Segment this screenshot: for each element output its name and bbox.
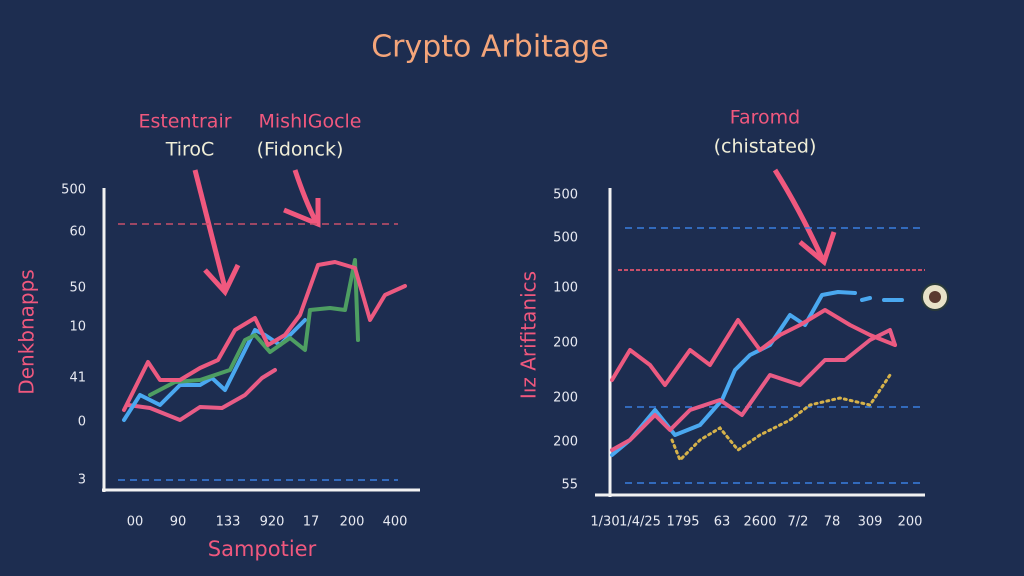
x-tick-label: 1/30 bbox=[590, 515, 619, 530]
line-fragment bbox=[860, 296, 904, 302]
x-tick-label: 7/2 bbox=[788, 515, 809, 530]
x-tick-label: 200 bbox=[898, 515, 923, 530]
y-tick-label: 200 bbox=[553, 336, 578, 351]
y-tick-label: 10 bbox=[69, 320, 86, 335]
y-axis-label: Iız Arifitanics bbox=[517, 271, 541, 399]
title: Crypto Arbitage bbox=[371, 30, 609, 65]
annotation: TiroC bbox=[165, 139, 215, 161]
annotation: (Fidonck) bbox=[257, 139, 344, 161]
y-tick-label: 100 bbox=[553, 281, 578, 296]
x-tick-label: 920 bbox=[260, 515, 285, 530]
x-tick-label: 17 bbox=[303, 515, 320, 530]
x-tick-label: 1/4/25 bbox=[619, 515, 661, 530]
y-tick-label: 500 bbox=[553, 188, 578, 203]
x-tick-label: 90 bbox=[170, 515, 187, 530]
annotation: MishIGocle bbox=[259, 111, 362, 133]
annotation: Faromd bbox=[730, 107, 800, 129]
y-tick-label: 41 bbox=[69, 371, 86, 386]
line bbox=[610, 308, 897, 387]
y-tick-label: 200 bbox=[553, 391, 578, 406]
line bbox=[610, 328, 897, 452]
line bbox=[670, 373, 892, 463]
left-panel: Estentrair TiroC MishIGocle (Fidonck) De… bbox=[15, 111, 420, 561]
arrow bbox=[772, 168, 825, 260]
annotation: Estentrair bbox=[138, 111, 231, 133]
arrow bbox=[292, 169, 319, 224]
line bbox=[122, 260, 407, 412]
arrowhead bbox=[283, 198, 321, 228]
x-tick-label: 400 bbox=[383, 515, 408, 530]
y-tick-label: 55 bbox=[561, 478, 578, 493]
x-tick-label: 00 bbox=[127, 515, 144, 530]
icon-center bbox=[929, 291, 941, 303]
y-tick-label: 0 bbox=[78, 415, 86, 430]
arrowhead bbox=[203, 263, 241, 297]
arrowhead bbox=[798, 231, 837, 267]
y-axis-label: Denkbnapps bbox=[15, 269, 39, 394]
right-panel: Faromd (chistated) Iız Arifitanics 500 50… bbox=[517, 107, 949, 530]
line bbox=[148, 258, 360, 397]
x-tick-label: 2600 bbox=[743, 515, 776, 530]
x-tick-label: 133 bbox=[216, 515, 241, 530]
annotation: (chistated) bbox=[714, 136, 817, 158]
y-tick-label: 3 bbox=[78, 473, 86, 488]
y-tick-label: 60 bbox=[69, 225, 86, 240]
line bbox=[126, 368, 277, 422]
y-tick-label: 500 bbox=[61, 183, 86, 198]
arrow bbox=[192, 169, 228, 289]
x-tick-label: 1795 bbox=[666, 515, 699, 530]
x-tick-label: 200 bbox=[340, 515, 365, 530]
y-tick-label: 500 bbox=[553, 231, 578, 246]
line bbox=[610, 290, 857, 457]
y-tick-label: 200 bbox=[553, 435, 578, 450]
x-tick-label: 63 bbox=[714, 515, 731, 530]
x-tick-label: 309 bbox=[858, 515, 883, 530]
x-tick-label: 78 bbox=[824, 515, 841, 530]
x-axis-label: Sampotier bbox=[208, 537, 317, 561]
y-tick-label: 50 bbox=[69, 281, 86, 296]
